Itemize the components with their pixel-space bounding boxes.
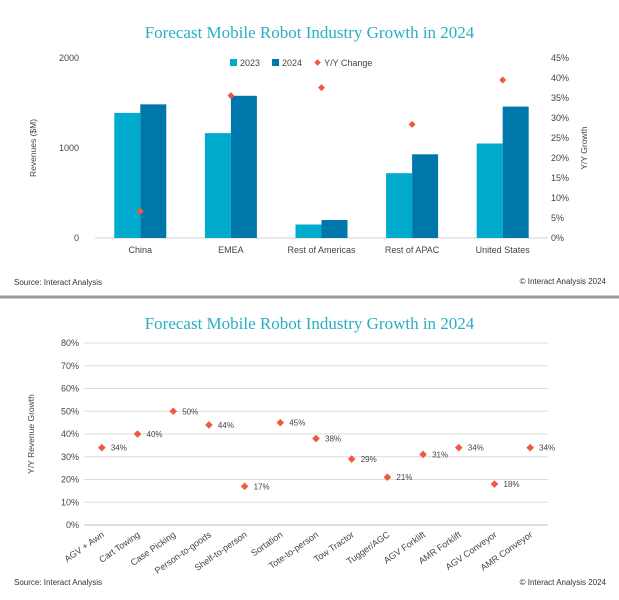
chart2-data-label: 17%	[254, 482, 270, 491]
chart2-point	[526, 443, 534, 452]
chart1-y2label: Y/Y Growth	[579, 126, 589, 170]
chart2-ytick: 40%	[61, 429, 79, 439]
chart2-data-label: 21%	[396, 473, 412, 482]
chart1-bar-2024	[140, 104, 167, 238]
chart2-data-label: 38%	[325, 435, 341, 444]
chart2-data-label: 40%	[147, 430, 163, 439]
chart2-point	[454, 443, 463, 452]
chart1-bar-2024	[230, 95, 257, 238]
chart2-ytick: 0%	[66, 520, 79, 530]
chart1-y2tick: 45%	[551, 53, 569, 63]
chart1-bar-2023	[204, 133, 231, 238]
chart2-data-label: 34%	[539, 444, 555, 453]
chart1-bar-2024	[321, 220, 348, 238]
chart1-legend-swatch	[230, 59, 237, 66]
chart2-ytick: 60%	[61, 384, 79, 394]
chart1-bar-2024	[412, 154, 439, 238]
chart2-copyright: © Interact Analysis 2024	[520, 578, 607, 587]
chart1-bar-2023	[476, 143, 503, 238]
chart1-legend-marker	[314, 59, 321, 66]
chart1-xtick: Rest of Americas	[287, 245, 356, 255]
chart2-area: 0%10%20%30%40%50%60%70%80%34%AGV + Awn40…	[61, 338, 555, 576]
chart1-y2tick: 30%	[551, 113, 569, 123]
chart2-ytick: 30%	[61, 452, 79, 462]
chart1-legend-label: 2023	[240, 58, 260, 68]
chart2-data-label: 31%	[432, 450, 448, 459]
chart2-point	[347, 455, 356, 463]
chart2-ytick: 10%	[61, 497, 79, 507]
chart2-point	[133, 430, 142, 438]
chart2-point	[98, 443, 106, 452]
chart2-ytick: 20%	[61, 475, 79, 485]
chart1-bar-2023	[114, 112, 141, 238]
chart1-ytick: 0	[74, 233, 79, 243]
chart1-area: 0 1000 2000 0% 5% 10% 15% 20% 25% 30% 35% 40% 45% Chi…	[59, 53, 569, 255]
chart1-copyright: © Interact Analysis 2024	[520, 277, 607, 286]
chart1-ylabel: Revenues ($M)	[28, 119, 38, 177]
chart2-data-label: 45%	[289, 419, 305, 428]
chart1-yy-marker	[318, 84, 325, 92]
chart1-yy-marker	[227, 92, 235, 100]
chart2-ytick: 50%	[61, 406, 79, 416]
chart2-point	[240, 482, 249, 491]
chart1-xtick: Rest of APAC	[385, 245, 440, 255]
chart2-point	[419, 450, 427, 459]
chart2-data-label: 44%	[218, 421, 234, 430]
chart1-y2tick: 20%	[551, 153, 569, 163]
chart1-legend-label: Y/Y Change	[324, 58, 372, 68]
chart1-xtick: China	[129, 245, 153, 255]
chart2-source: Source: Interact Analysis	[14, 578, 102, 587]
chart1-bar-2023	[295, 224, 322, 238]
chart2-ytick: 70%	[61, 361, 79, 371]
chart1-ytick: 1000	[59, 143, 79, 153]
chart2-point	[276, 418, 285, 427]
chart1-xtick: United States	[476, 245, 531, 255]
chart2-data-label: 50%	[182, 407, 198, 416]
chart1-title: Forecast Mobile Robot Industry Growth in…	[145, 23, 475, 42]
chart1-yy-marker	[408, 120, 416, 128]
chart1-y2tick: 40%	[551, 73, 569, 83]
chart1-yy-marker	[136, 207, 144, 215]
chart1-legend-label: 2024	[282, 58, 302, 68]
chart2-data-label: 34%	[468, 444, 484, 453]
chart2-ylabel: Y/Y Revenue Growth	[26, 394, 36, 474]
chart2-title: Forecast Mobile Robot Industry Growth in…	[145, 314, 475, 333]
chart2-ytick: 80%	[61, 338, 79, 348]
chart1-y2tick: 10%	[551, 193, 569, 203]
chart1-y2tick: 15%	[551, 173, 569, 183]
chart1-y2tick: 25%	[551, 133, 569, 143]
chart2-point	[312, 434, 320, 443]
chart2-point	[490, 480, 499, 488]
chart1-y2tick: 0%	[551, 233, 564, 243]
chart1-xtick: EMEA	[218, 245, 244, 255]
chart1-y2tick: 5%	[551, 213, 564, 223]
chart2-point	[205, 421, 213, 429]
chart2-data-label: 34%	[111, 444, 127, 453]
chart1-source: Source: Interact Analysis	[14, 278, 102, 287]
chart1-yy-marker	[499, 76, 507, 84]
chart2-data-label: 29%	[361, 455, 377, 464]
chart1-legend-swatch	[272, 59, 280, 66]
chart2-point	[383, 473, 392, 482]
chart1-bar-2023	[386, 173, 413, 238]
chart1-y2tick: 35%	[551, 93, 569, 103]
chart2-point	[169, 407, 178, 416]
chart2-data-label: 18%	[503, 480, 519, 489]
chart1-bar-2024	[502, 106, 529, 238]
chart1-ytick: 2000	[59, 53, 79, 63]
